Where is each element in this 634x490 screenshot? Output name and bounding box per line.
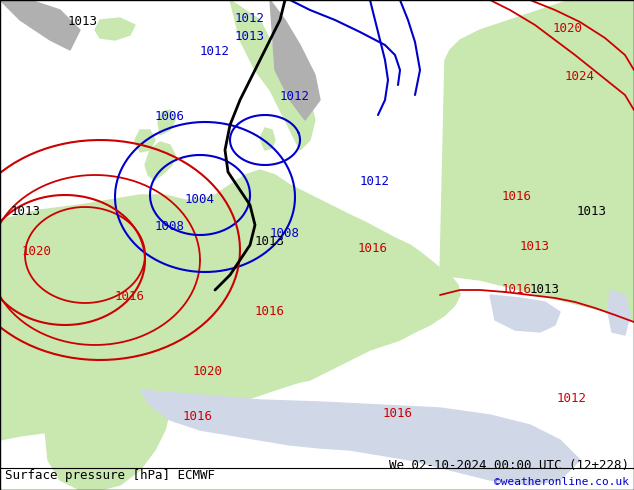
Text: 1013: 1013: [235, 30, 265, 43]
Text: 1006: 1006: [155, 110, 185, 123]
Polygon shape: [140, 390, 580, 485]
Text: 1016: 1016: [183, 410, 213, 423]
Text: 1012: 1012: [557, 392, 587, 405]
Text: 1012: 1012: [280, 90, 310, 103]
Text: 1016: 1016: [255, 305, 285, 318]
Text: 1004: 1004: [185, 193, 215, 206]
Polygon shape: [490, 295, 560, 332]
Text: ©weatheronline.co.uk: ©weatheronline.co.uk: [494, 477, 629, 487]
Text: 1012: 1012: [235, 12, 265, 25]
Text: Surface pressure [hPa] ECMWF: Surface pressure [hPa] ECMWF: [5, 469, 215, 482]
Polygon shape: [158, 110, 175, 135]
Polygon shape: [260, 128, 275, 150]
Text: 1020: 1020: [22, 245, 52, 258]
Text: 1013: 1013: [68, 15, 98, 28]
Text: We 02-10-2024 00:00 UTC (12+228): We 02-10-2024 00:00 UTC (12+228): [389, 459, 629, 472]
Polygon shape: [0, 170, 460, 440]
Text: 1008: 1008: [155, 220, 185, 233]
Text: 1016: 1016: [383, 407, 413, 420]
Polygon shape: [45, 350, 170, 490]
Polygon shape: [95, 18, 135, 40]
Text: 1013: 1013: [520, 240, 550, 253]
Polygon shape: [145, 142, 175, 180]
Polygon shape: [608, 290, 630, 335]
Text: 1016: 1016: [502, 283, 532, 296]
Text: 1008: 1008: [270, 227, 300, 240]
Polygon shape: [230, 0, 315, 150]
Polygon shape: [0, 0, 80, 50]
Text: 1012: 1012: [360, 175, 390, 188]
Polygon shape: [440, 0, 634, 320]
Text: 1016: 1016: [358, 242, 388, 255]
Text: 1024: 1024: [565, 70, 595, 83]
Text: 1013: 1013: [577, 205, 607, 218]
Text: 1013: 1013: [530, 283, 560, 296]
Text: 1012: 1012: [200, 45, 230, 58]
Polygon shape: [270, 0, 320, 120]
Text: 1020: 1020: [553, 22, 583, 35]
Text: 1016: 1016: [115, 290, 145, 303]
Polygon shape: [135, 130, 155, 152]
Text: 1020: 1020: [193, 365, 223, 378]
Text: 1013: 1013: [11, 205, 41, 218]
Text: 1013: 1013: [255, 235, 285, 248]
Text: 1016: 1016: [502, 190, 532, 203]
